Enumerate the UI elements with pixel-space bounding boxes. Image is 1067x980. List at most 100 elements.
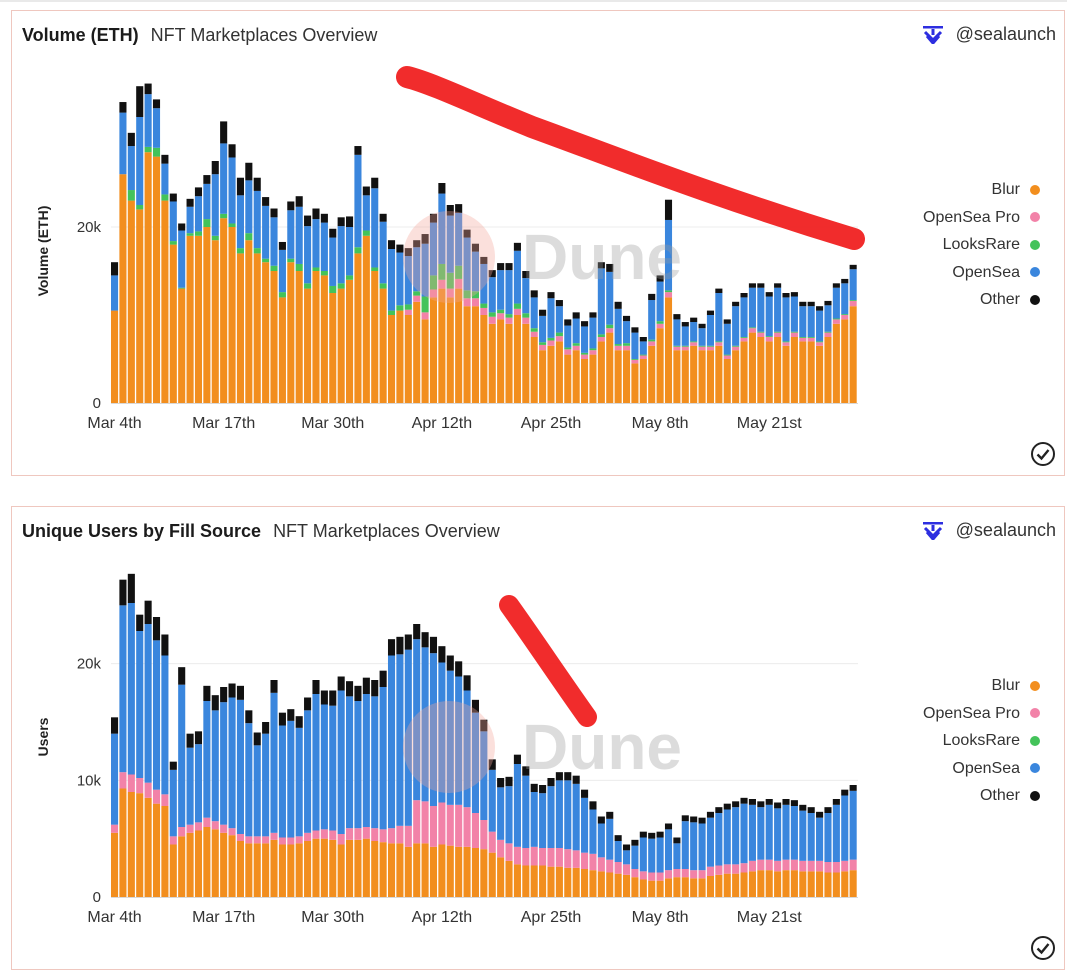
bar-segment-blur[interactable] (664, 297, 673, 403)
bar-segment-other[interactable] (547, 778, 555, 787)
brand[interactable]: @sealaunch (922, 24, 1056, 45)
bar-segment-looksrare[interactable] (446, 272, 454, 289)
bar-segment-other[interactable] (278, 712, 286, 726)
bar-segment-opensea[interactable] (329, 237, 337, 286)
bar-segment-blur[interactable] (220, 832, 228, 897)
bar-segment-opensea-pro[interactable] (572, 850, 580, 868)
bar-segment-other[interactable] (471, 243, 479, 252)
bar-segment-opensea-pro[interactable] (253, 836, 261, 844)
bar-segment-opensea-pro[interactable] (203, 817, 211, 827)
bar-segment-other[interactable] (799, 804, 807, 811)
bar-segment-blur[interactable] (236, 253, 244, 403)
bar-segment-blur[interactable] (539, 865, 547, 898)
bar-segment-other[interactable] (144, 83, 152, 95)
bar-segment-opensea-pro[interactable] (774, 332, 782, 337)
bar-segment-opensea[interactable] (136, 117, 144, 205)
bar-segment-opensea[interactable] (236, 699, 244, 834)
bar-segment-opensea[interactable] (513, 764, 521, 847)
bar-segment-opensea-pro[interactable] (765, 859, 773, 871)
bar-segment-looksrare[interactable] (245, 233, 253, 241)
bar-segment-blur[interactable] (270, 271, 278, 403)
bar-segment-opensea[interactable] (698, 328, 706, 346)
bar-segment-opensea-pro[interactable] (446, 288, 454, 298)
bar-segment-opensea[interactable] (698, 823, 706, 871)
bar-segment-other[interactable] (287, 201, 295, 211)
bar-segment-looksrare[interactable] (228, 223, 236, 227)
bar-segment-opensea[interactable] (371, 696, 379, 829)
bar-segment-looksrare[interactable] (194, 231, 203, 236)
bar-segment-opensea[interactable] (555, 306, 563, 333)
bar-segment-opensea-pro[interactable] (589, 853, 597, 871)
bar-segment-opensea[interactable] (706, 315, 715, 346)
bar-segment-blur[interactable] (832, 872, 840, 898)
bar-segment-other[interactable] (228, 683, 236, 698)
bar-segment-blur[interactable] (471, 306, 479, 403)
bar-segment-opensea-pro[interactable] (648, 341, 656, 346)
bar-segment-other[interactable] (581, 321, 589, 327)
bar-segment-opensea-pro[interactable] (111, 824, 119, 833)
bar-segment-blur[interactable] (262, 262, 270, 403)
bar-segment-opensea-pro[interactable] (396, 825, 404, 844)
bar-segment-other[interactable] (287, 709, 295, 721)
bar-segment-other[interactable] (774, 802, 782, 809)
bar-segment-opensea-pro[interactable] (211, 821, 219, 830)
bar-segment-opensea[interactable] (765, 296, 773, 337)
bar-segment-opensea[interactable] (673, 319, 681, 346)
bar-segment-opensea[interactable] (379, 687, 387, 830)
bar-segment-blur[interactable] (278, 297, 286, 403)
bar-segment-opensea-pro[interactable] (664, 292, 673, 298)
bar-segment-other[interactable] (740, 293, 748, 298)
legend-item[interactable]: Blur (923, 176, 1040, 204)
bar-segment-other[interactable] (849, 264, 857, 270)
bar-segment-opensea-pro[interactable] (782, 859, 790, 871)
bar-segment-other[interactable] (304, 215, 312, 227)
bar-segment-blur[interactable] (471, 848, 479, 897)
bar-segment-opensea-pro[interactable] (774, 860, 782, 872)
bar-segment-other[interactable] (639, 831, 647, 838)
bar-segment-opensea-pro[interactable] (790, 859, 798, 871)
bar-segment-blur[interactable] (111, 832, 119, 897)
bar-segment-blur[interactable] (295, 843, 303, 897)
bar-segment-blur[interactable] (346, 839, 354, 897)
bar-segment-blur[interactable] (715, 345, 723, 403)
bar-segment-looksrare[interactable] (698, 345, 706, 347)
bar-segment-other[interactable] (245, 162, 253, 181)
bar-segment-other[interactable] (220, 687, 228, 703)
bar-segment-opensea-pro[interactable] (236, 834, 244, 841)
bar-segment-blur[interactable] (648, 345, 656, 403)
bar-segment-other[interactable] (194, 731, 203, 745)
bar-segment-other[interactable] (144, 600, 152, 624)
bar-segment-opensea[interactable] (555, 780, 563, 848)
bar-segment-blur[interactable] (497, 857, 505, 897)
bar-segment-blur[interactable] (824, 872, 832, 898)
bar-segment-other[interactable] (706, 811, 715, 818)
bar-segment-opensea-pro[interactable] (152, 789, 161, 804)
bar-segment-other[interactable] (111, 717, 119, 734)
bar-segment-other[interactable] (429, 636, 438, 654)
bar-segment-other[interactable] (597, 816, 605, 824)
bar-segment-opensea[interactable] (513, 250, 521, 304)
bar-segment-opensea[interactable] (589, 317, 597, 349)
bar-segment-opensea[interactable] (740, 803, 748, 864)
bar-segment-opensea-pro[interactable] (824, 862, 832, 873)
bar-segment-opensea[interactable] (329, 705, 337, 831)
bar-segment-looksrare[interactable] (320, 271, 328, 276)
bar-segment-opensea[interactable] (203, 183, 211, 220)
bar-segment-opensea[interactable] (413, 247, 421, 292)
bar-segment-other[interactable] (413, 240, 421, 248)
bar-segment-other[interactable] (597, 262, 605, 269)
bar-segment-opensea-pro[interactable] (270, 832, 278, 840)
bar-segment-opensea-pro[interactable] (228, 828, 236, 836)
bar-segment-other[interactable] (203, 685, 211, 701)
bar-segment-other[interactable] (555, 300, 563, 307)
bar-segment-opensea[interactable] (178, 684, 186, 827)
bar-segment-blur[interactable] (429, 297, 438, 403)
bar-segment-blur[interactable] (362, 235, 370, 403)
bar-segment-looksrare[interactable] (656, 321, 664, 324)
bar-segment-blur[interactable] (186, 235, 194, 403)
bar-segment-other[interactable] (673, 837, 681, 844)
bar-segment-opensea-pro[interactable] (304, 832, 312, 841)
bar-segment-blur[interactable] (295, 271, 303, 403)
bar-segment-opensea[interactable] (396, 654, 404, 826)
bar-segment-opensea[interactable] (186, 206, 194, 234)
